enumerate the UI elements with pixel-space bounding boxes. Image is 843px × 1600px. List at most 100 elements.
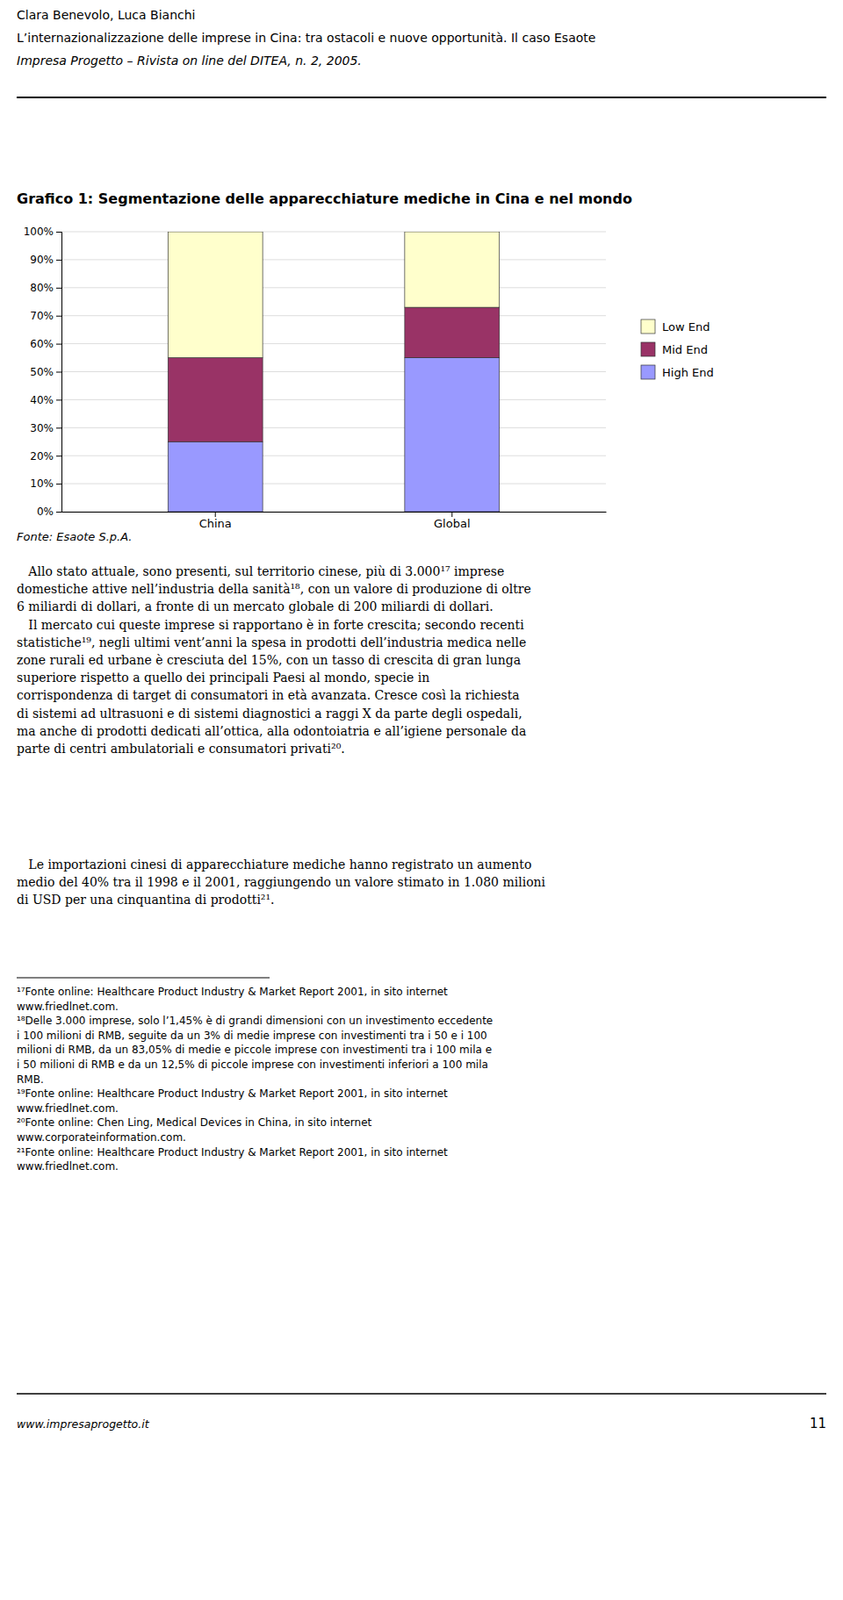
y-tick: 40% — [29, 394, 62, 407]
y-tick: 30% — [29, 422, 62, 435]
header-line: Clara Benevolo, Luca Bianchi — [16, 7, 196, 22]
y-tick-mark — [56, 483, 62, 485]
y-tick-mark — [56, 316, 62, 318]
body-line: di sistemi ad ultrasuoni e di sistemi di… — [16, 706, 523, 721]
y-tick-label: 0% — [36, 505, 54, 519]
grid-line — [61, 483, 606, 485]
y-tick-label: 10% — [29, 477, 54, 490]
grid-line — [61, 511, 606, 513]
body-line: superiore rispetto a quello dei principa… — [16, 670, 430, 685]
grid-line — [61, 259, 606, 260]
y-tick: 100% — [23, 225, 62, 238]
source-note: Fonte: Esaote S.p.A. — [16, 530, 132, 544]
x-tick: Global — [433, 511, 470, 531]
grid-line — [61, 455, 606, 457]
y-tick-mark — [56, 259, 62, 261]
x-tick-mark — [451, 511, 453, 518]
grid-line — [61, 231, 606, 233]
body-line: medio del 40% tra il 1998 e il 2001, rag… — [16, 875, 547, 890]
footnote-line: www.friedlnet.com. — [16, 1102, 119, 1116]
body-line: 6 miliardi di dollari, a fronte di un me… — [16, 599, 494, 614]
y-tick: 70% — [29, 309, 62, 323]
body-line: statistiche¹⁹, negli ultimi vent’anni la… — [16, 635, 526, 650]
x-tick-label: Global — [433, 517, 470, 531]
y-tick-mark — [56, 344, 62, 346]
legend: Low End Mid End High End — [641, 319, 714, 380]
body-line: zone rurali ed urbane è cresciuta del 15… — [16, 653, 521, 668]
bar-segment — [404, 231, 500, 308]
footnote-line: ¹⁸Delle 3.000 imprese, solo l’1,45% è di… — [16, 1015, 493, 1028]
bar-segment — [167, 441, 263, 512]
legend-label: Low End — [662, 320, 710, 334]
grid-line — [61, 371, 606, 373]
y-tick-label: 50% — [29, 366, 54, 379]
footnote-line: RMB. — [16, 1073, 44, 1087]
legend-swatch — [641, 319, 656, 334]
y-tick-label: 20% — [29, 450, 54, 463]
y-tick-mark — [56, 372, 62, 374]
footnote-line: ¹⁷Fonte online: Healthcare Product Indus… — [16, 986, 448, 999]
bars — [167, 231, 499, 512]
body-line: di USD per una cinquantina di prodotti²¹… — [16, 893, 275, 908]
body-line: ma anche di prodotti dedicati all’ottica… — [16, 724, 526, 739]
bar-segment — [167, 358, 263, 443]
body-line: Le importazioni cinesi di apparecchiatur… — [16, 857, 532, 872]
footer-separator — [16, 1393, 827, 1396]
y-tick: 80% — [29, 281, 62, 295]
x-tick: China — [199, 511, 232, 531]
y-tick: 20% — [29, 450, 62, 463]
y-axis: 0% 10% 20% 30% 40% 50% 60% 70% 80% 90% 100% — [23, 225, 63, 519]
body-line: domestiche attive nell’industria della s… — [16, 582, 532, 597]
y-tick-label: 30% — [29, 422, 54, 435]
y-tick-mark — [56, 399, 62, 401]
bar-segment — [404, 358, 500, 512]
legend-swatch — [641, 342, 656, 357]
body-line: corrispondenza di target di consumatori … — [16, 688, 520, 703]
y-tick-mark — [56, 511, 62, 513]
y-tick: 50% — [29, 366, 62, 379]
footer-url: www.impresaprogetto.it — [16, 1418, 151, 1432]
y-tick-mark — [56, 231, 62, 233]
grid-line — [61, 427, 606, 429]
bar-segment — [404, 307, 500, 358]
y-tick-mark — [56, 427, 62, 429]
footnote-line: ¹⁹Fonte online: Healthcare Product Indus… — [16, 1087, 448, 1101]
footnote-line: i 50 milioni di RMB e da un 12,5% di pic… — [16, 1059, 489, 1072]
body-line: Il mercato cui queste imprese si rapport… — [16, 618, 525, 633]
x-tick-label: China — [199, 517, 232, 531]
header-line: L’internazionalizzazione delle imprese i… — [16, 30, 596, 45]
y-tick-mark — [56, 455, 62, 457]
y-tick-label: 90% — [29, 253, 54, 267]
legend-item: Mid End — [641, 342, 708, 357]
grid-line — [61, 399, 606, 401]
legend-item: High End — [641, 365, 714, 380]
header-separator — [16, 96, 827, 99]
y-tick-mark — [56, 288, 62, 289]
y-tick-label: 80% — [29, 281, 54, 295]
header-line: Impresa Progetto – Rivista on line del D… — [16, 53, 362, 68]
y-tick: 0% — [36, 505, 62, 519]
legend-label: Mid End — [662, 343, 708, 357]
y-tick-label: 70% — [29, 309, 54, 323]
x-tick-mark — [215, 511, 217, 518]
y-axis-line — [56, 232, 63, 513]
y-tick: 90% — [29, 253, 62, 267]
grid-line — [61, 315, 606, 317]
grid-line — [61, 343, 606, 345]
bar-segment — [167, 231, 263, 359]
chart: 0% 10% 20% 30% 40% 50% 60% 70% 80% 90% 100% China Gl… — [23, 225, 607, 531]
page: Clara Benevolo, Luca Bianchi L’internazio… — [0, 0, 843, 1600]
legend-label: High End — [662, 366, 714, 380]
body-line: Allo stato attuale, sono presenti, sul t… — [16, 564, 505, 579]
y-tick: 60% — [29, 338, 62, 351]
y-tick-label: 40% — [29, 394, 54, 407]
legend-swatch — [641, 365, 656, 380]
footnote-line: ²⁰Fonte online: Chen Ling, Medical Devic… — [16, 1116, 373, 1130]
y-tick: 10% — [29, 477, 62, 490]
grid — [61, 231, 606, 512]
x-axis-line — [62, 511, 607, 513]
footnote-line: www.friedlnet.com. — [16, 1001, 119, 1014]
y-tick-label: 60% — [29, 338, 54, 351]
grid-line — [61, 287, 606, 289]
footnote-line: ²¹Fonte online: Healthcare Product Indus… — [16, 1146, 448, 1160]
